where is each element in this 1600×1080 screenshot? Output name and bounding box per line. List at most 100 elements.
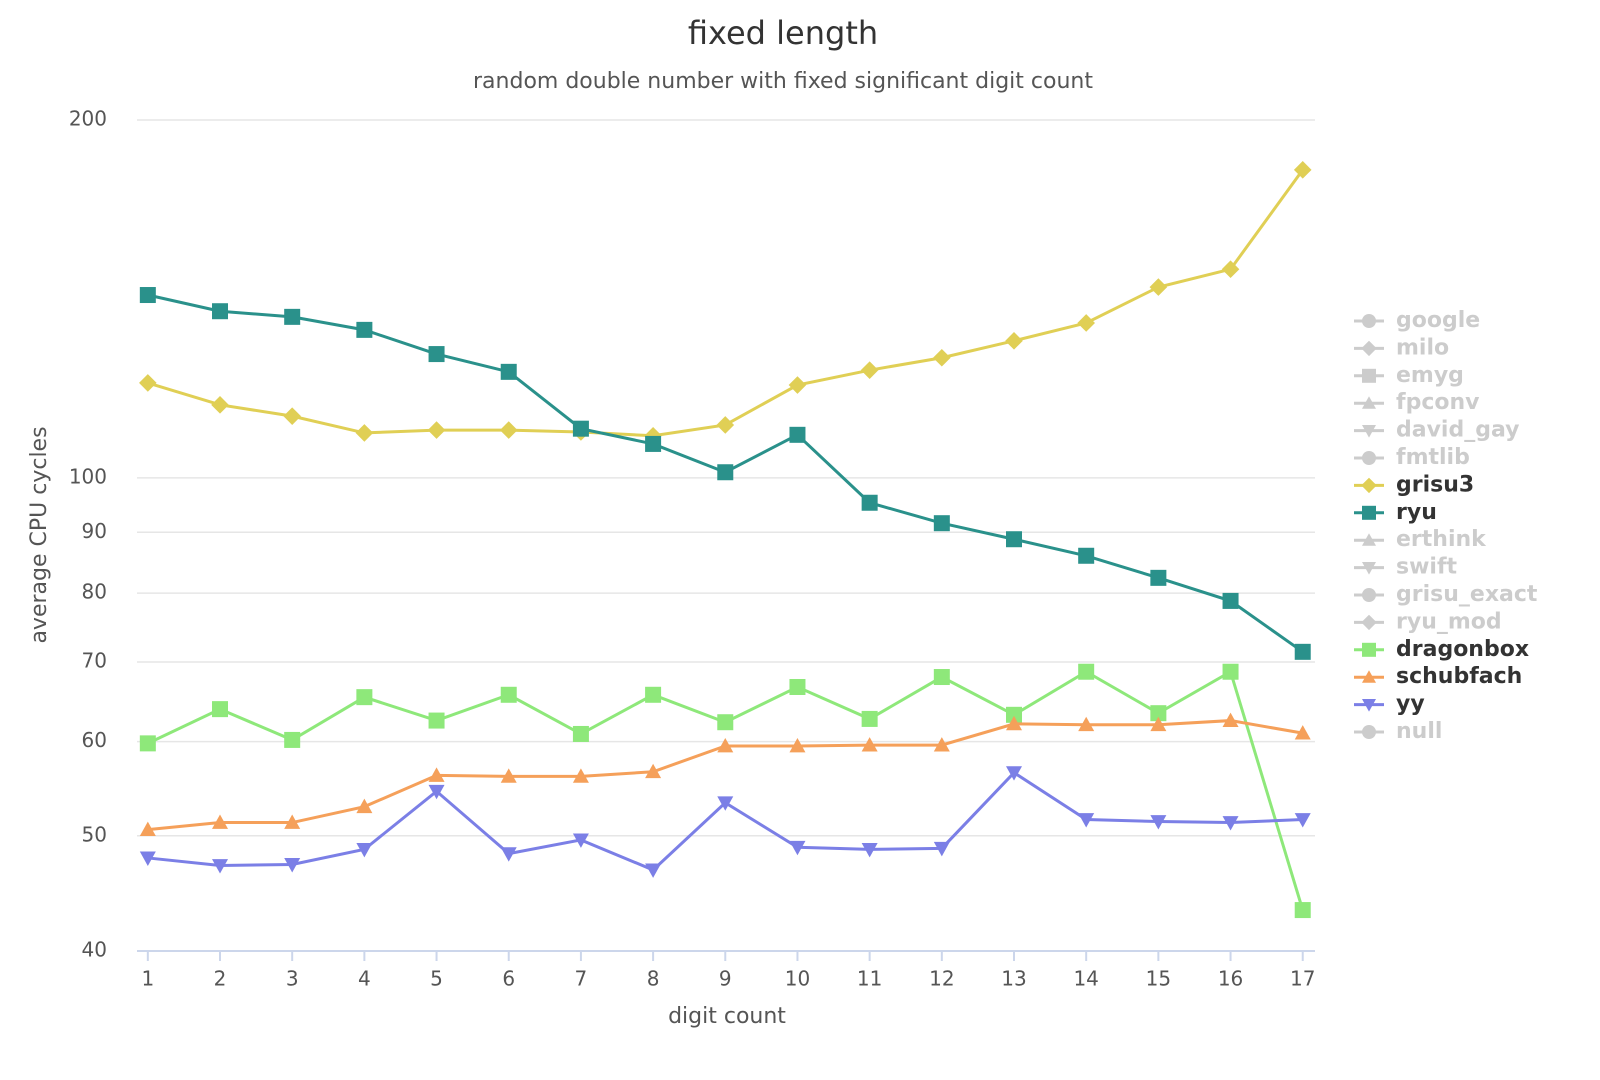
data-point xyxy=(284,858,301,873)
data-point xyxy=(1006,715,1023,731)
legend-label: yy xyxy=(1396,692,1425,717)
data-point xyxy=(211,396,229,414)
data-point xyxy=(861,710,878,727)
data-point xyxy=(861,842,878,858)
y-tick-label: 60 xyxy=(82,728,107,752)
data-point xyxy=(139,821,156,837)
data-point xyxy=(139,851,156,866)
data-point xyxy=(572,768,589,783)
data-point xyxy=(1150,815,1167,830)
x-tick-label: 2 xyxy=(214,967,227,991)
data-point xyxy=(789,840,806,856)
data-point xyxy=(139,287,156,304)
data-point xyxy=(1150,716,1167,732)
x-tick-label: 16 xyxy=(1218,967,1243,991)
data-point xyxy=(356,798,373,814)
legend-label: null xyxy=(1396,719,1442,744)
legend-marker xyxy=(1362,670,1376,683)
legend-marker xyxy=(1361,477,1377,494)
data-point xyxy=(1294,902,1311,919)
legend-label: fpconv xyxy=(1396,390,1480,415)
data-point xyxy=(212,303,229,320)
data-point xyxy=(1222,816,1239,831)
legend-marker xyxy=(1362,451,1376,465)
data-point xyxy=(1149,278,1168,296)
data-point xyxy=(212,701,229,718)
x-tick-label: 3 xyxy=(286,967,299,991)
data-point xyxy=(1077,314,1095,332)
x-tick-label: 5 xyxy=(430,967,443,991)
data-point xyxy=(933,737,950,752)
legend-label: grisu3 xyxy=(1396,472,1474,497)
data-point xyxy=(572,725,589,742)
x-tick-label: 17 xyxy=(1290,967,1315,991)
series-line xyxy=(147,719,1303,832)
legend-marker xyxy=(1362,425,1376,438)
data-point xyxy=(427,421,446,439)
data-point xyxy=(1006,766,1023,781)
x-tick-label: 13 xyxy=(1001,967,1026,991)
data-point xyxy=(644,426,662,445)
data-point xyxy=(716,416,735,434)
legend-marker xyxy=(1362,396,1376,409)
data-point xyxy=(212,814,229,829)
legend-label: ryu_mod xyxy=(1396,609,1502,634)
x-axis-label: digit count xyxy=(668,1004,786,1029)
chart-subtitle: random double number with fixed signific… xyxy=(473,69,1093,94)
data-point xyxy=(645,763,662,779)
data-point xyxy=(428,712,445,729)
legend-label: dragonbox xyxy=(1396,637,1529,662)
data-point xyxy=(356,689,373,706)
legend-marker xyxy=(1362,368,1376,383)
data-point xyxy=(645,435,662,452)
legend-marker xyxy=(1362,588,1376,602)
x-tick-label: 14 xyxy=(1073,967,1098,991)
series-line xyxy=(147,669,1305,911)
data-point xyxy=(933,348,951,367)
legend-label: milo xyxy=(1396,335,1449,360)
data-point xyxy=(139,735,156,752)
legend-label: grisu_exact xyxy=(1396,582,1538,607)
data-point xyxy=(356,842,373,858)
x-tick-label: 15 xyxy=(1146,967,1171,991)
data-point xyxy=(1150,569,1167,586)
x-tick-label: 8 xyxy=(647,967,660,991)
y-tick-label: 100 xyxy=(69,464,107,488)
data-point xyxy=(789,737,806,753)
data-point xyxy=(1005,332,1023,350)
legend-label: google xyxy=(1396,308,1480,333)
data-point xyxy=(1078,716,1095,732)
x-tick-label: 11 xyxy=(857,967,882,991)
data-point xyxy=(572,833,589,848)
data-point xyxy=(428,784,445,800)
data-point xyxy=(645,686,662,703)
data-point xyxy=(789,678,806,695)
x-tick-label: 9 xyxy=(719,967,732,991)
data-point xyxy=(572,420,589,437)
data-point xyxy=(717,796,734,811)
data-point xyxy=(1294,643,1311,660)
legend-marker xyxy=(1362,533,1376,546)
legend-marker xyxy=(1361,340,1377,357)
legend-marker xyxy=(1361,614,1377,631)
data-point xyxy=(861,494,878,511)
data-point xyxy=(1078,663,1095,680)
data-point xyxy=(1078,547,1095,564)
data-point xyxy=(717,464,734,481)
data-point xyxy=(500,363,517,380)
legend-label: swift xyxy=(1396,555,1458,580)
data-point xyxy=(861,737,878,752)
data-point xyxy=(933,841,950,857)
data-point xyxy=(428,767,445,782)
data-point xyxy=(1294,813,1311,828)
y-tick-label: 80 xyxy=(82,580,107,604)
data-point xyxy=(499,421,518,439)
data-point xyxy=(717,737,734,753)
x-tick-label: 1 xyxy=(141,967,154,991)
legend-label: fmtlib xyxy=(1396,445,1470,470)
y-tick-label: 50 xyxy=(82,822,107,846)
y-tick-label: 40 xyxy=(82,938,107,962)
data-point xyxy=(1222,663,1239,680)
